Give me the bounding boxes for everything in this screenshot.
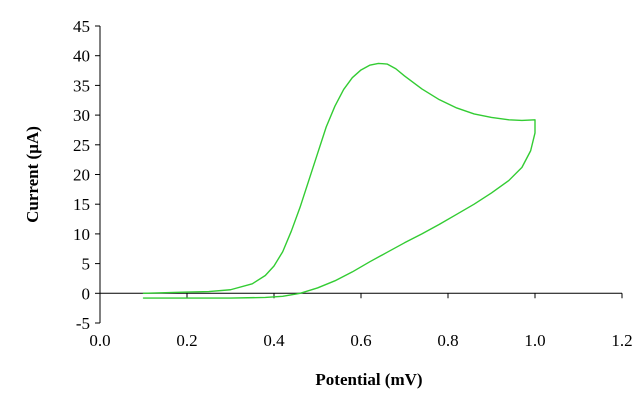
x-tick-label: 0.2 [176, 331, 197, 350]
x-tick-label: 0.4 [263, 331, 285, 350]
x-axis-title: Potential (mV) [315, 370, 422, 389]
y-tick-label: 40 [73, 47, 90, 66]
x-tick-label: 0.6 [350, 331, 371, 350]
x-tick-label: 0.0 [89, 331, 110, 350]
y-tick-label: 45 [73, 17, 90, 36]
y-tick-label: 20 [73, 166, 90, 185]
y-tick-label: 10 [73, 225, 90, 244]
x-tick-label: 1.0 [524, 331, 545, 350]
x-axis: 0.0 0.2 0.4 0.6 0.8 1.0 1.2 [89, 292, 633, 350]
y-tick-label: 30 [73, 106, 90, 125]
y-tick-label: 15 [73, 195, 90, 214]
y-tick-label: 0 [82, 284, 91, 303]
y-axis: -5 0 5 10 15 20 25 30 35 40 45 [73, 17, 101, 333]
series-layer [142, 62, 536, 299]
y-tick-label: 25 [73, 136, 90, 155]
x-tick-label: 1.2 [611, 331, 632, 350]
x-tick-label: 0.8 [437, 331, 458, 350]
series-line [142, 62, 536, 299]
y-tick-label: 35 [73, 76, 90, 95]
y-tick-label: -5 [76, 314, 90, 333]
y-tick-label: 5 [82, 255, 91, 274]
y-axis-title: Current (µA) [23, 126, 42, 223]
